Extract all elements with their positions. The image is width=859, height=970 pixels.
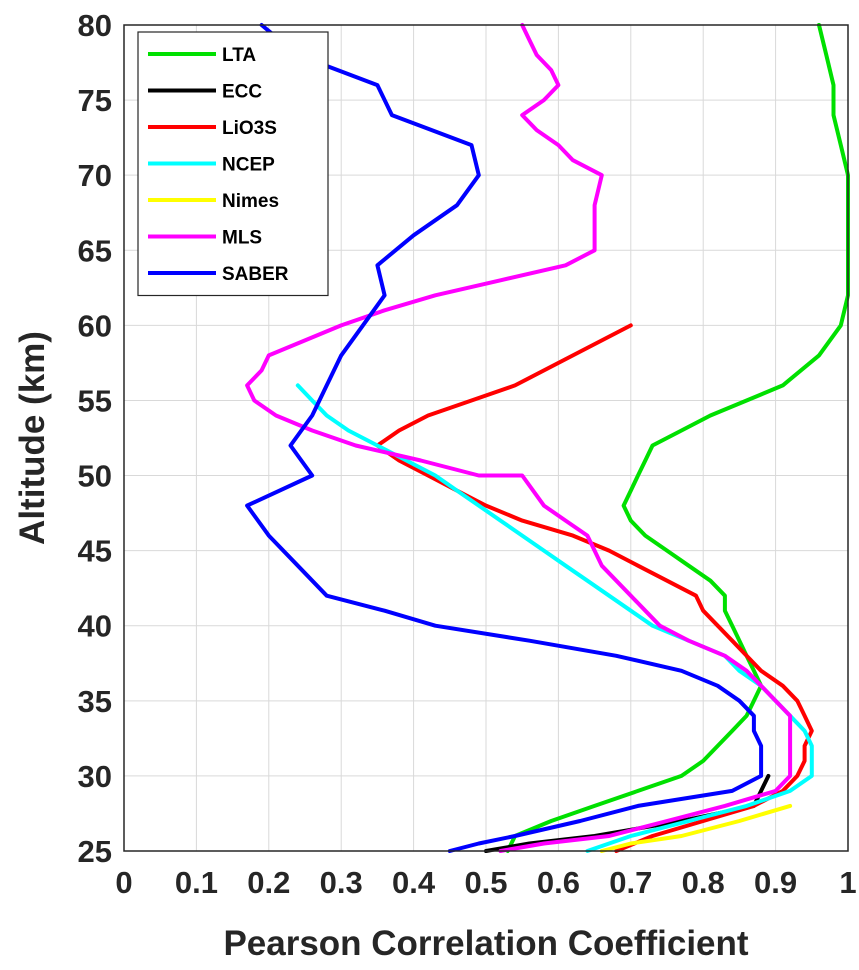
legend: LTA ECC LiO3S NCEP Nimes MLS SABER	[137, 31, 329, 297]
legend-label: LiO3S	[222, 118, 277, 139]
plot-frame	[123, 24, 849, 852]
legend-label: LTA	[222, 45, 256, 66]
x-tick-label: 0.6	[537, 865, 580, 900]
y-tick-label: 35	[78, 684, 112, 719]
x-tick-label: 0.4	[392, 865, 436, 900]
series-line-lio3s	[375, 323, 814, 853]
y-tick-label: 50	[78, 459, 112, 494]
series-line-saber	[245, 23, 764, 853]
legend-label: SABER	[222, 264, 289, 285]
y-tick-label: 30	[78, 759, 112, 794]
x-tick-label: 0.9	[754, 865, 797, 900]
series-line-nimes	[599, 803, 793, 853]
x-tick-label: 0.1	[175, 865, 218, 900]
y-axis-label: Altitude (km)	[13, 331, 52, 545]
y-tick-label: 55	[78, 383, 112, 418]
y-tick-label: 65	[78, 233, 112, 268]
x-tick-label: 0.8	[682, 865, 725, 900]
series-line-ncep	[295, 383, 814, 853]
x-axis-label: Pearson Correlation Coefficient	[223, 924, 748, 963]
series-line-mls	[245, 23, 793, 853]
y-tick-label: 45	[78, 534, 112, 569]
y-tick-label: 75	[78, 83, 112, 118]
x-tick-label: 0.3	[320, 865, 363, 900]
legend-label: Nimes	[222, 191, 279, 212]
x-tick-label: 0.7	[609, 865, 652, 900]
x-tick-label: 1	[839, 865, 856, 900]
y-tick-label: 25	[78, 834, 112, 869]
x-tick-label: 0.2	[247, 865, 290, 900]
legend-label: NCEP	[222, 155, 275, 176]
y-tick-label: 60	[78, 308, 112, 343]
y-tick-label: 70	[78, 158, 112, 193]
x-tick-label: 0.5	[464, 865, 507, 900]
y-tick-label: 80	[78, 8, 112, 43]
y-tick-label: 40	[78, 609, 112, 644]
legend-label: ECC	[222, 82, 262, 103]
x-tick-labels: 0 0.1 0.2 0.3 0.4 0.5 0.6 0.7 0.8 0.9 1	[115, 865, 856, 900]
x-tick-label: 0	[115, 865, 132, 900]
y-tick-labels: 25 30 35 40 45 50 55 60 65 70 75 80	[78, 8, 112, 869]
legend-label: MLS	[222, 228, 262, 249]
